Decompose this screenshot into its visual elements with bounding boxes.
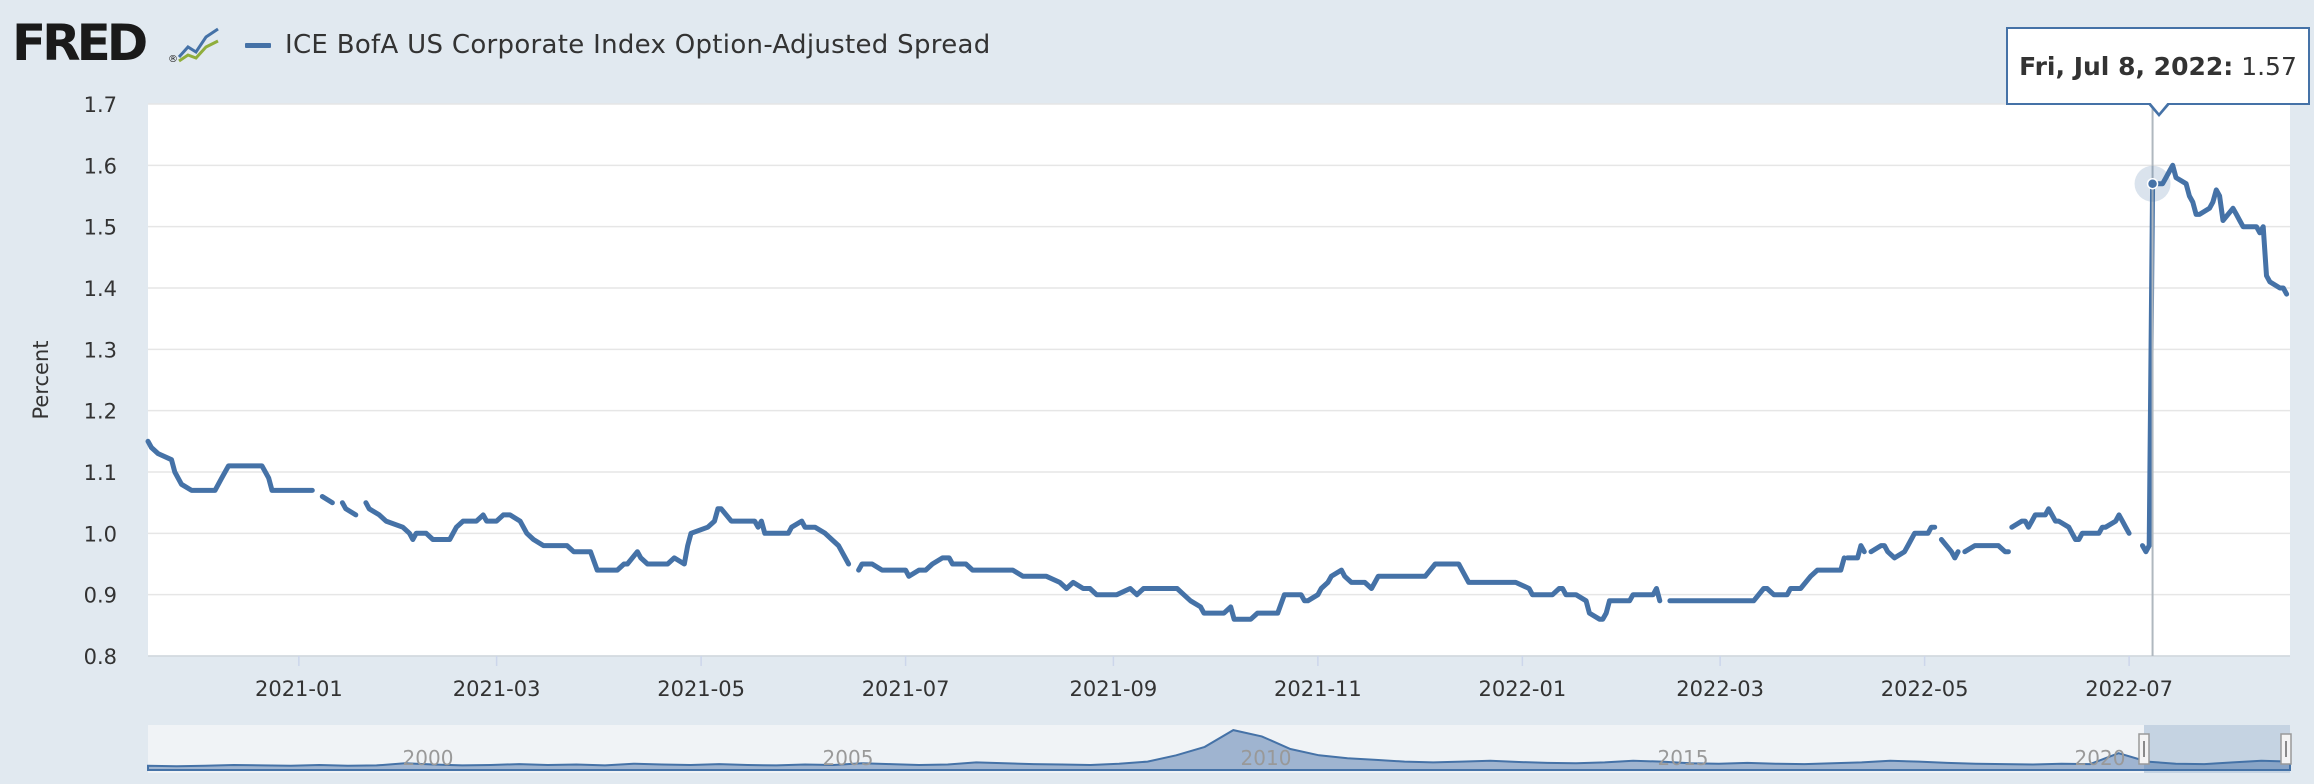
legend-line-swatch — [245, 42, 271, 48]
plot-background — [148, 104, 2290, 656]
series-line-segment[interactable] — [339, 500, 359, 518]
series-line-segment[interactable] — [145, 438, 315, 493]
y-tick-label: 0.9 — [84, 584, 117, 608]
x-tick-label: 2021-11 — [1274, 677, 1362, 701]
graph-logo-icon — [177, 26, 220, 64]
x-tick-label: 2022-01 — [1478, 677, 1566, 701]
series-line-segment[interactable] — [856, 555, 1663, 622]
series-line-segment[interactable] — [1868, 524, 1938, 561]
y-axis-title: Percent — [29, 340, 53, 419]
y-tick-label: 1.1 — [84, 461, 117, 485]
series-line-segment[interactable] — [1962, 543, 2011, 555]
legend-series-label: ICE BofA US Corporate Index Option-Adjus… — [285, 30, 991, 60]
y-tick-label: 1.2 — [84, 400, 117, 424]
navigator-selection[interactable] — [2144, 725, 2290, 773]
y-axis-ticks: 0.8 0.9 1.0 1.1 1.2 1.3 1.4 1.5 1.6 1.7 — [84, 93, 117, 669]
x-axis-ticks: 2021-01 2021-03 2021-05 2021-07 2021-09 2021-… — [255, 656, 2173, 701]
series-line-segment[interactable] — [1845, 543, 1867, 561]
navigator[interactable]: 2000 2005 2010 2015 2020 — [147, 725, 2292, 773]
x-tick-label: 2022-03 — [1676, 677, 1764, 701]
y-tick-label: 0.8 — [84, 645, 117, 669]
navigator-year-label: 2005 — [823, 746, 874, 770]
x-tick-label: 2021-03 — [453, 677, 541, 701]
series-line-segment[interactable] — [2140, 162, 2290, 555]
navigator-year-label: 2020 — [2075, 746, 2126, 770]
x-tick-label: 2022-05 — [1881, 677, 1969, 701]
y-tick-label: 1.4 — [84, 277, 117, 301]
y-tick-label: 1.3 — [84, 338, 117, 362]
navigator-area — [147, 729, 2291, 771]
y-tick-label: 1.0 — [84, 522, 117, 546]
legend[interactable]: ICE BofA US Corporate Index Option-Adjus… — [245, 30, 991, 60]
navigator-year-label: 2000 — [403, 746, 454, 770]
navigator-year-labels: 2000 2005 2010 2015 2020 — [403, 746, 2126, 770]
series-line-segment[interactable] — [1667, 555, 1847, 604]
x-tick-label: 2022-07 — [2085, 677, 2173, 701]
tooltip: Fri, Jul 8, 2022: 1.57 — [2006, 27, 2310, 105]
tooltip-arrow-inner — [2149, 101, 2169, 113]
fred-logo[interactable]: FRED — [12, 14, 148, 72]
x-tick-label: 2021-05 — [657, 677, 745, 701]
series-line-segment[interactable] — [319, 494, 335, 506]
registered-mark: ® — [168, 54, 178, 65]
x-tick-label: 2021-09 — [1070, 677, 1158, 701]
tooltip-date: Fri, Jul 8, 2022: — [2019, 51, 2234, 81]
tooltip-value: 1.57 — [2241, 51, 2297, 81]
chart-header: FRED ® ICE BofA US Corporate Index Optio… — [0, 0, 2314, 95]
x-tick-label: 2021-07 — [862, 677, 950, 701]
series-line-segment[interactable] — [2009, 506, 2132, 542]
series-line-segment[interactable] — [1938, 537, 1961, 561]
y-tick-label: 1.7 — [84, 93, 117, 117]
hover-point[interactable] — [2146, 177, 2159, 190]
y-tick-label: 1.6 — [84, 154, 117, 178]
x-tick-label: 2021-01 — [255, 677, 343, 701]
series-line-segment[interactable] — [363, 500, 852, 573]
series-line-group[interactable] — [145, 162, 2290, 622]
y-tick-label: 1.5 — [84, 216, 117, 240]
navigator-year-label: 2015 — [1658, 746, 1709, 770]
navigator-year-label: 2010 — [1241, 746, 1292, 770]
